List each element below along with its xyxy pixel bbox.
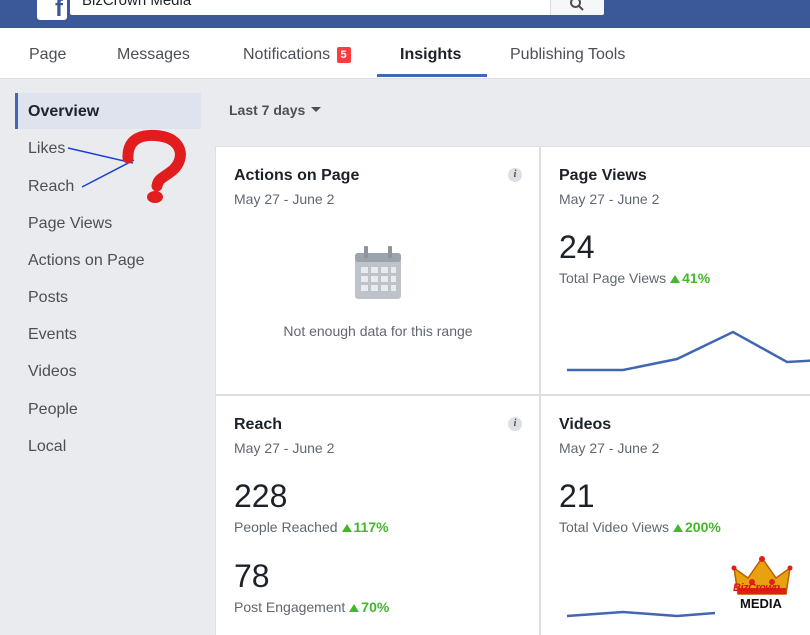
annotation-arrow-reach xyxy=(81,159,135,188)
search-button[interactable] xyxy=(550,0,604,15)
card-title[interactable]: Reach xyxy=(234,416,283,433)
metric-label-text: Total Video Views xyxy=(559,519,669,535)
tab-insights[interactable]: Insights xyxy=(400,46,462,63)
metric-value: 21 xyxy=(559,478,595,514)
info-icon[interactable]: i xyxy=(508,417,522,431)
annotation-arrow-likes xyxy=(67,147,134,164)
card-title[interactable]: Actions on Page xyxy=(234,167,360,184)
card-page-views: Page Views May 27 - June 2 24 Total Page… xyxy=(540,146,810,395)
sidebar-selection xyxy=(15,93,201,129)
sidebar-item-videos[interactable]: Videos xyxy=(28,363,77,380)
info-icon[interactable]: i xyxy=(508,168,522,182)
caret-down-icon xyxy=(311,107,322,112)
watermark-logo-line2: MEDIA xyxy=(740,596,782,611)
tab-messages[interactable]: Messages xyxy=(117,46,190,63)
page-views-sparkline xyxy=(567,330,810,372)
metric-change: 70% xyxy=(361,599,390,615)
card-date: May 27 - June 2 xyxy=(559,440,660,456)
calendar-icon xyxy=(355,246,401,299)
metric-label: People Reached 117% xyxy=(234,519,389,535)
watermark-logo-line1: BizCrown xyxy=(733,582,780,594)
sidebar-item-page-views[interactable]: Page Views xyxy=(28,215,113,232)
tab-page[interactable]: Page xyxy=(29,46,67,63)
sidebar-item-local[interactable]: Local xyxy=(28,438,67,455)
page-tabs: Page Messages Notifications 5 Insights P… xyxy=(0,28,810,79)
empty-state-text: Not enough data for this range xyxy=(283,323,473,339)
metric-label-text: People Reached xyxy=(234,519,338,535)
tab-notifications[interactable]: Notifications 5 xyxy=(243,46,351,64)
search-input[interactable]: BizCrown Media xyxy=(70,0,550,15)
sidebar-item-actions-on-page[interactable]: Actions on Page xyxy=(28,252,145,269)
up-arrow-icon xyxy=(349,604,360,612)
up-arrow-icon xyxy=(670,275,681,283)
metric-value-secondary: 78 xyxy=(234,558,270,594)
metric-change: 41% xyxy=(682,270,711,286)
card-title[interactable]: Videos xyxy=(559,416,612,433)
date-range-label: Last 7 days xyxy=(229,102,306,118)
sidebar-item-overview[interactable]: Overview xyxy=(28,103,100,120)
metric-label: Total Video Views 200% xyxy=(559,519,721,535)
metric-label: Total Page Views 41% xyxy=(559,270,710,286)
sidebar-item-events[interactable]: Events xyxy=(28,326,77,343)
card-date: May 27 - June 2 xyxy=(234,191,335,207)
metric-change: 200% xyxy=(685,519,721,535)
search-icon xyxy=(570,0,584,11)
up-arrow-icon xyxy=(341,524,352,532)
sidebar-item-posts[interactable]: Posts xyxy=(28,289,69,306)
metric-label-secondary: Post Engagement 70% xyxy=(234,599,389,615)
sidebar-item-likes[interactable]: Likes xyxy=(28,140,66,157)
date-range-dropdown[interactable]: Last 7 days xyxy=(229,102,322,118)
sidebar-item-people[interactable]: People xyxy=(28,401,78,418)
card-date: May 27 - June 2 xyxy=(234,440,335,456)
tab-publishing-tools[interactable]: Publishing Tools xyxy=(510,46,626,63)
top-bar: f BizCrown Media xyxy=(0,0,810,28)
facebook-logo[interactable]: f xyxy=(37,0,67,20)
sidebar-item-reach[interactable]: Reach xyxy=(28,178,75,195)
videos-sparkline xyxy=(566,610,716,618)
card-title[interactable]: Page Views xyxy=(559,167,647,184)
crown-icon xyxy=(731,556,793,595)
up-arrow-icon xyxy=(673,524,683,532)
question-mark-icon xyxy=(122,129,186,203)
metric-change: 117% xyxy=(353,519,389,535)
metric-value: 24 xyxy=(559,229,595,265)
metric-label-text: Post Engagement xyxy=(234,599,346,615)
card-date: May 27 - June 2 xyxy=(559,191,660,207)
metric-label-text: Total Page Views xyxy=(559,270,667,286)
active-tab-indicator xyxy=(377,74,487,77)
metric-value: 228 xyxy=(234,478,288,514)
card-reach: Reach May 27 - June 2 i 228 People Reach… xyxy=(215,395,540,635)
card-videos: Videos May 27 - June 2 21 Total Video Vi… xyxy=(540,395,810,635)
notification-badge: 5 xyxy=(336,47,351,63)
card-actions-on-page: Actions on Page May 27 - June 2 i Not en… xyxy=(215,146,540,395)
tab-notifications-label: Notifications xyxy=(243,46,331,63)
